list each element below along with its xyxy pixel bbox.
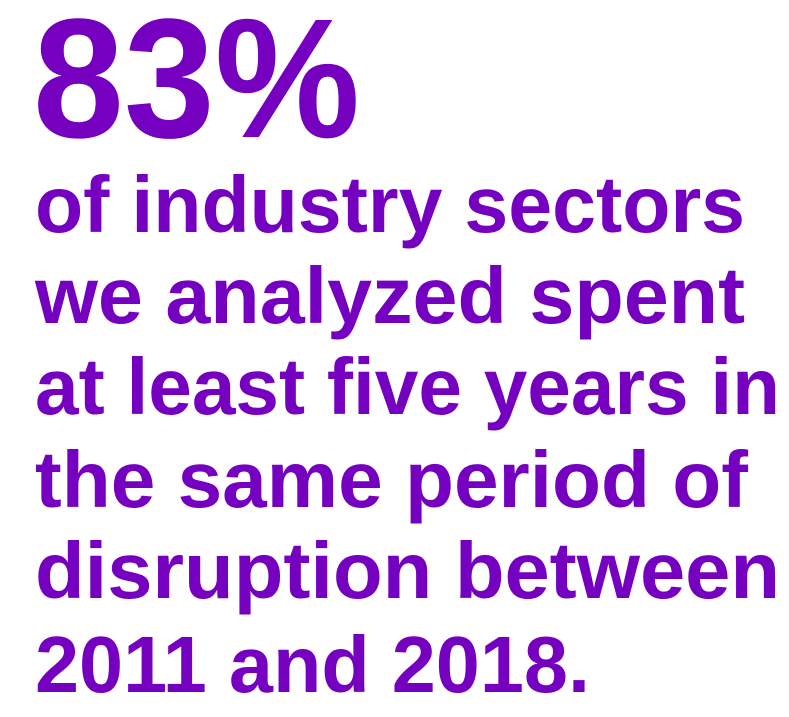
stat-value: 83% — [33, 0, 360, 174]
stat-text-line: we analyzed spent — [34, 251, 745, 340]
stat-text-line: 2011 and 2018. — [35, 620, 590, 709]
stat-text-line: the same period of — [35, 435, 748, 524]
stat-text-line: at least five years in — [35, 342, 780, 431]
stat-text-line: disruption between — [35, 526, 780, 615]
stat-text-line: of industry sectors — [35, 160, 745, 249]
